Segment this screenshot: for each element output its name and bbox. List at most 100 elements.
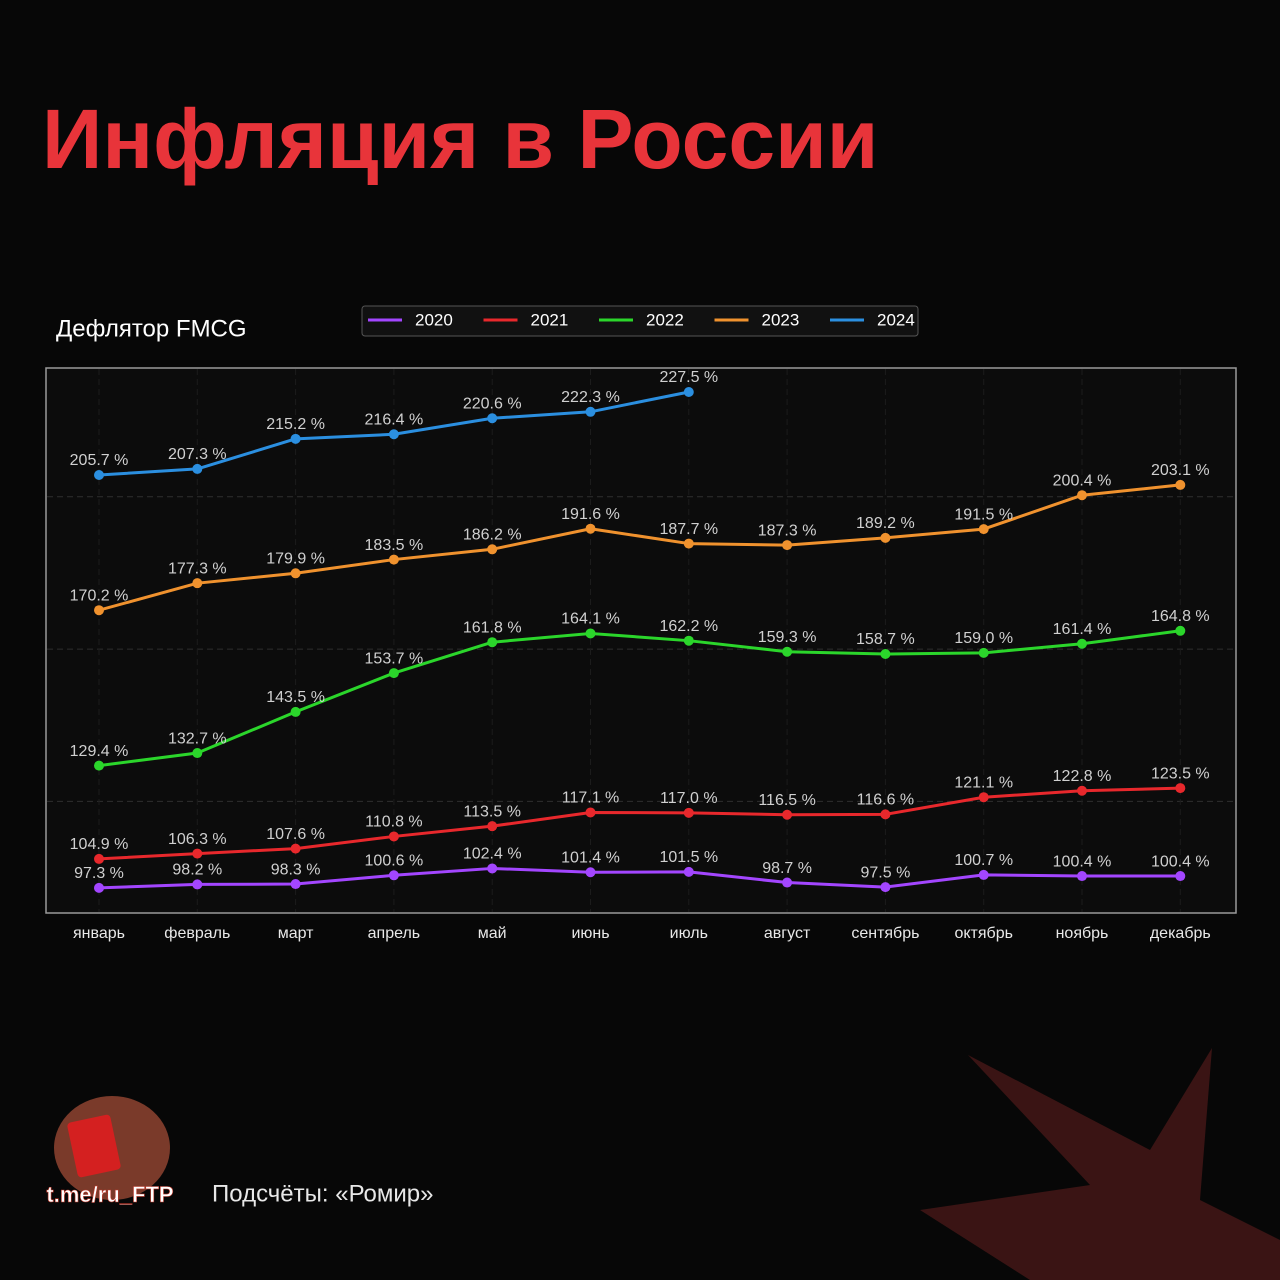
data-point <box>880 882 891 893</box>
data-label: 216.4 % <box>365 411 424 428</box>
data-label: 161.4 % <box>1053 621 1112 638</box>
data-label: 106.3 % <box>168 831 227 848</box>
data-label: 164.1 % <box>561 611 620 628</box>
data-label: 207.3 % <box>168 446 227 463</box>
source: Подсчёты: «Ромир» <box>212 1180 433 1207</box>
data-label: 113.5 % <box>463 803 521 820</box>
data-point <box>782 646 793 657</box>
data-label: 100.6 % <box>365 853 424 870</box>
data-label: 110.8 % <box>365 814 423 831</box>
data-label: 170.2 % <box>70 587 129 604</box>
data-label: 132.7 % <box>168 730 227 747</box>
data-label: 191.5 % <box>954 506 1013 523</box>
logo-text: t.me/ru_FTP <box>46 1182 173 1207</box>
data-point <box>1077 871 1087 882</box>
data-point <box>192 848 203 859</box>
title: Инфляция в России <box>42 92 878 186</box>
data-point <box>487 413 498 424</box>
logo: t.me/ru_FTP <box>46 1096 174 1207</box>
data-point <box>388 554 399 565</box>
data-point <box>290 433 301 444</box>
data-label: 101.5 % <box>659 849 718 866</box>
data-label: 158.7 % <box>856 631 915 648</box>
data-label: 100.4 % <box>1053 853 1112 870</box>
data-label: 97.3 % <box>74 865 124 882</box>
data-point <box>487 544 498 555</box>
data-point <box>290 843 301 854</box>
data-point <box>585 406 596 417</box>
data-label: 183.5 % <box>365 537 424 554</box>
x-tick-label: октябрь <box>954 925 1012 942</box>
data-point <box>388 870 399 881</box>
data-label: 98.7 % <box>762 860 812 877</box>
data-label: 215.2 % <box>266 416 325 433</box>
data-point <box>782 540 793 551</box>
data-label: 129.4 % <box>70 743 129 760</box>
data-point <box>94 605 104 616</box>
data-label: 121.1 % <box>954 774 1013 791</box>
data-point <box>683 866 694 877</box>
data-label: 116.6 % <box>857 792 915 809</box>
data-label: 143.5 % <box>266 689 325 706</box>
legend-label: 2023 <box>762 310 800 329</box>
data-point <box>94 882 104 893</box>
data-label: 187.3 % <box>758 522 817 539</box>
data-point <box>1077 638 1087 649</box>
data-point <box>94 470 104 481</box>
data-point <box>290 879 301 890</box>
data-label: 97.5 % <box>860 864 910 881</box>
x-tick-label: май <box>478 925 507 942</box>
data-point <box>683 538 694 549</box>
x-tick-label: декабрь <box>1150 925 1211 942</box>
legend-label: 2022 <box>646 310 684 329</box>
data-label: 203.1 % <box>1151 462 1210 479</box>
data-point <box>1077 785 1087 796</box>
x-tick-label: март <box>278 925 314 942</box>
data-label: 98.2 % <box>172 862 222 879</box>
data-point <box>683 386 694 397</box>
plot-area <box>45 367 1237 914</box>
data-point <box>978 792 989 803</box>
data-label: 101.4 % <box>561 849 620 866</box>
series-line <box>98 629 1181 768</box>
data-label: 117.1 % <box>562 790 620 807</box>
data-label: 227.5 % <box>659 369 718 386</box>
data-point <box>487 821 498 832</box>
data-point <box>487 863 498 874</box>
data-point <box>388 831 399 842</box>
data-label: 186.2 % <box>463 527 522 544</box>
data-point <box>1175 871 1186 882</box>
data-point <box>192 578 203 589</box>
x-tick-label: сентябрь <box>851 925 919 942</box>
data-point <box>585 867 596 878</box>
data-point <box>880 809 891 820</box>
legend-box <box>361 305 919 337</box>
data-label: 162.2 % <box>659 618 718 635</box>
data-label: 107.6 % <box>266 826 325 843</box>
data-point <box>1077 490 1087 501</box>
data-point <box>1175 783 1186 794</box>
data-label: 116.5 % <box>758 792 816 809</box>
decor-star <box>920 1048 1280 1280</box>
data-point <box>585 807 596 818</box>
data-label: 220.6 % <box>463 395 522 412</box>
data-label: 179.9 % <box>266 550 325 567</box>
data-label: 123.5 % <box>1151 765 1210 782</box>
data-label: 153.7 % <box>365 650 424 667</box>
data-point <box>1175 625 1186 636</box>
x-tick-label: февраль <box>164 925 230 942</box>
data-point <box>1175 479 1186 490</box>
data-point <box>487 637 498 648</box>
x-tick-label: ноябрь <box>1056 925 1109 942</box>
subtitle: Дефлятор FMCG <box>56 315 247 342</box>
data-label: 205.7 % <box>70 452 129 469</box>
legend-label: 2021 <box>531 310 569 329</box>
data-label: 164.8 % <box>1151 608 1210 625</box>
data-point <box>585 523 596 534</box>
data-label: 98.3 % <box>271 861 321 878</box>
data-point <box>94 760 104 771</box>
data-point <box>782 877 793 888</box>
data-point <box>388 429 399 440</box>
x-tick-label: апрель <box>368 925 421 942</box>
data-label: 159.0 % <box>954 630 1013 647</box>
